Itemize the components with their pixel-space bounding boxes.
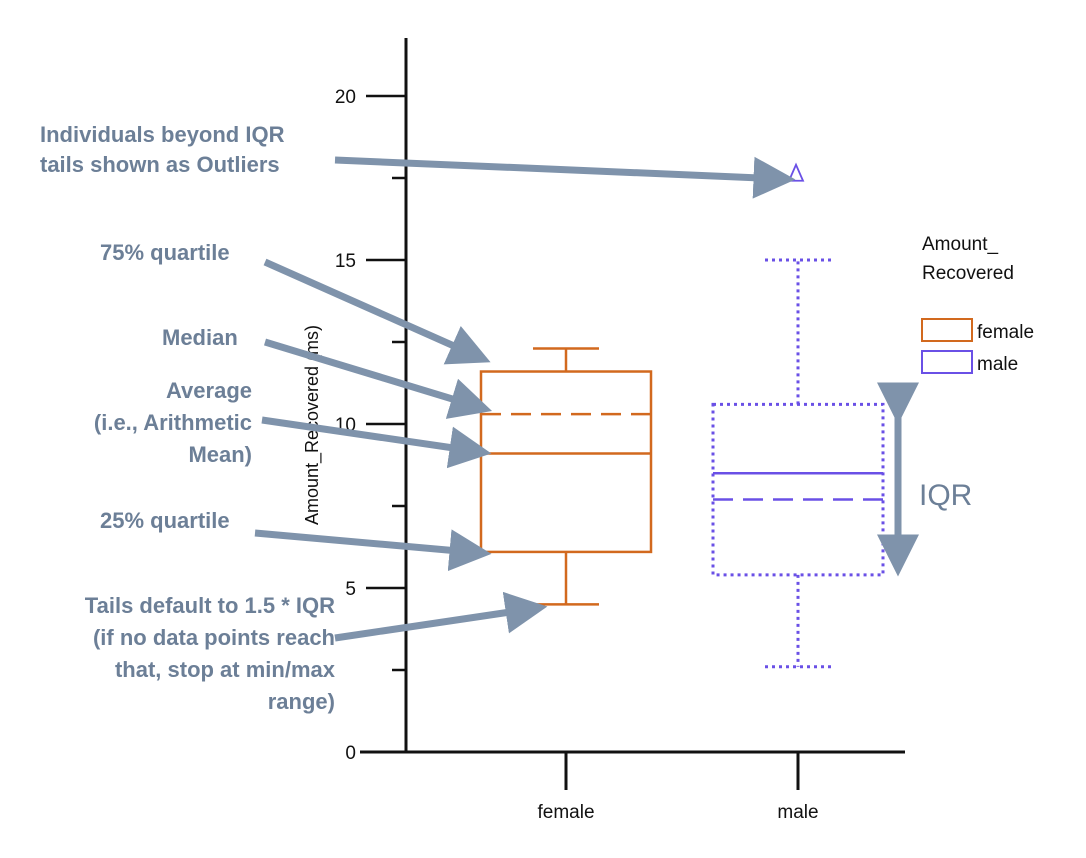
annotation-text: (i.e., Arithmetic: [94, 410, 252, 435]
x-tick-label-male: male: [777, 802, 818, 823]
iqr-indicator: IQR: [877, 382, 972, 577]
y-tick-label: 15: [335, 251, 356, 272]
box-male: [711, 162, 885, 669]
annotation-text: Average: [166, 378, 252, 403]
annotation-6: Tails default to 1.5 * IQR (if no data po…: [85, 591, 548, 714]
y-tick-label: 0: [345, 743, 356, 764]
legend-title-line-2: Recovered: [922, 263, 1014, 284]
annotation-text: 25% quartile: [100, 508, 230, 533]
annotation-5: 25% quartile: [100, 508, 492, 572]
x-tick-label-female: female: [537, 802, 594, 823]
annotation-text: tails shown as Outliers: [40, 152, 280, 177]
legend-label-male: male: [977, 354, 1018, 375]
x-ticks: female male: [537, 752, 819, 823]
iqr-label: IQR: [919, 479, 972, 512]
legend-swatch-female: [921, 318, 973, 342]
annotation-arrow: [263, 258, 491, 365]
boxes: [479, 162, 885, 669]
annotation-text: (if no data points reach: [93, 625, 335, 650]
legend-swatch-male: [921, 350, 973, 374]
annotation-text: Mean): [188, 442, 252, 467]
legend: Amount_ Recovered female male: [921, 234, 1034, 375]
annotation-text: that, stop at min/max: [115, 657, 336, 682]
annotation-text: Individuals beyond IQR: [40, 122, 285, 147]
iqr-box: [479, 370, 653, 554]
annotations: Individuals beyond IQR tails shown as Out…: [40, 122, 796, 714]
y-tick-label: 5: [345, 579, 356, 600]
annotation-1: Individuals beyond IQR tails shown as Out…: [40, 122, 796, 199]
outlier-marker: [787, 162, 805, 182]
legend-label-female: female: [977, 322, 1034, 343]
annotation-arrow: [334, 156, 796, 199]
annotation-2: 75% quartile: [100, 240, 491, 365]
annotation-text: Tails default to 1.5 * IQR: [85, 593, 335, 618]
y-tick-label: 20: [335, 87, 356, 108]
annotation-arrow: [334, 591, 548, 642]
legend-title: Amount_: [922, 234, 998, 255]
annotation-3: Median: [162, 325, 493, 419]
annotation-arrow: [261, 416, 492, 469]
annotation-text: Median: [162, 325, 238, 350]
annotation-4: Average (i.e., Arithmetic Mean): [94, 378, 492, 469]
annotation-text: range): [268, 689, 335, 714]
annotation-arrow: [254, 529, 492, 572]
annotation-arrow: [263, 338, 493, 419]
iqr-box: [711, 402, 885, 577]
annotation-text: 75% quartile: [100, 240, 230, 265]
box-female: [479, 347, 653, 606]
